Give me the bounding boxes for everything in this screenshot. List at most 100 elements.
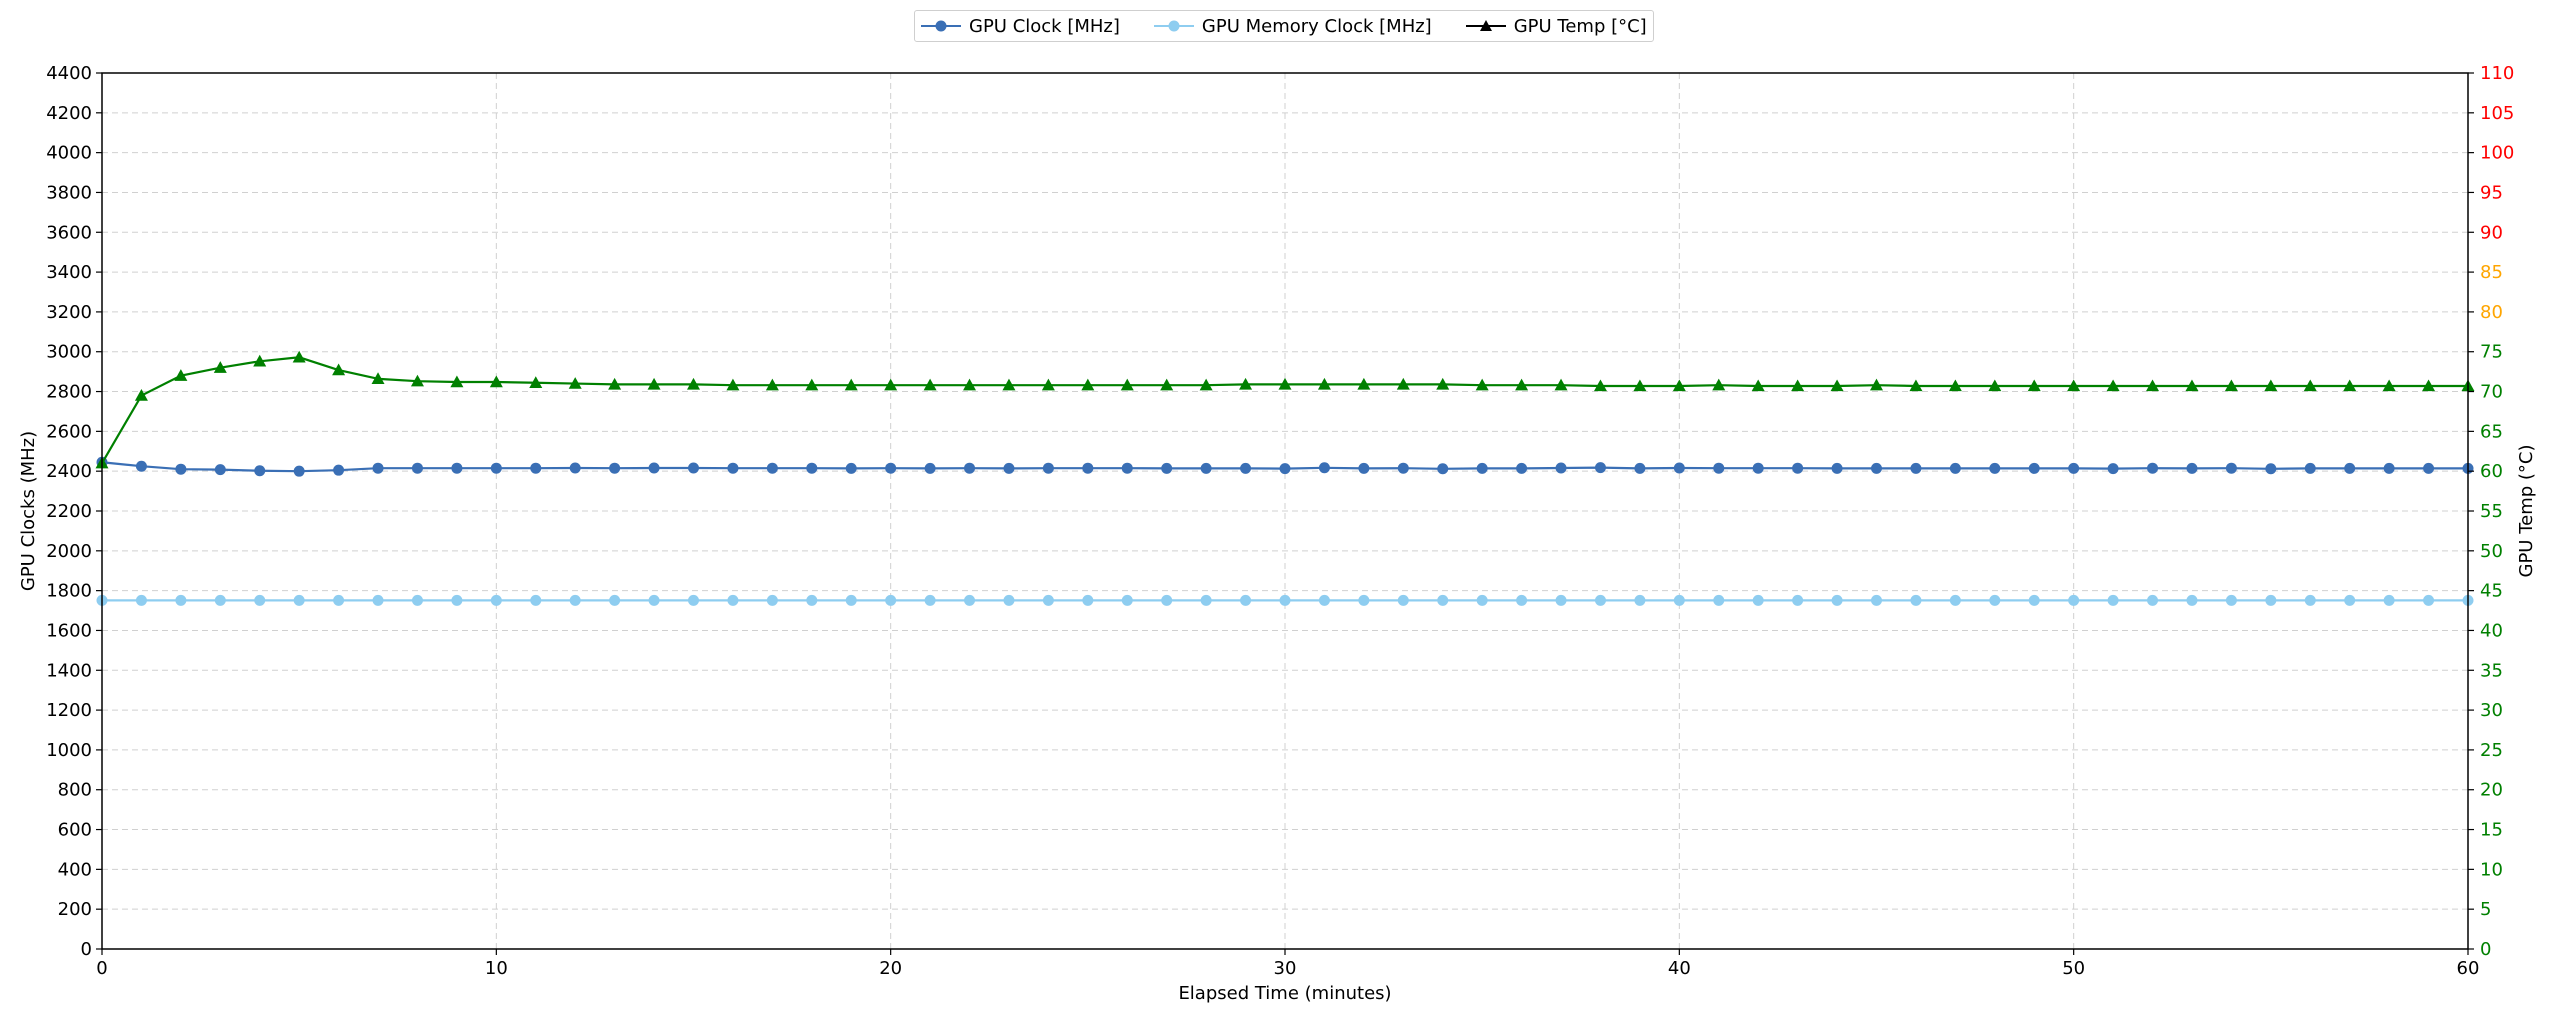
x-tick-label: 40 (1668, 958, 1691, 979)
data-point (1476, 594, 1488, 606)
data-point (1200, 594, 1212, 606)
x-tick-label: 50 (2062, 958, 2085, 979)
y-left-tick-label: 0 (81, 939, 92, 960)
data-point (1633, 379, 1647, 392)
data-point (213, 361, 227, 373)
data-point (1200, 462, 1212, 474)
data-point (1199, 378, 1213, 391)
data-point (1713, 462, 1725, 474)
data-point (1949, 462, 1961, 474)
data-point (1041, 378, 1055, 391)
data-point (1593, 379, 1607, 392)
data-point (2265, 594, 2277, 606)
y-left-tick-label: 1000 (46, 740, 92, 761)
data-point (1357, 377, 1371, 390)
data-point (2068, 462, 2080, 474)
y-right-tick-label: 100 (2480, 143, 2514, 164)
x-axis-label: Elapsed Time (minutes) (1178, 983, 1391, 1004)
data-point (134, 389, 148, 401)
data-point (727, 594, 739, 606)
data-point (1792, 462, 1804, 474)
data-point (1673, 594, 1685, 606)
x-tick-label: 20 (879, 958, 902, 979)
data-point (1318, 594, 1330, 606)
data-point (1240, 594, 1252, 606)
data-point (845, 462, 857, 474)
x-tick-label: 10 (485, 958, 508, 979)
y-right-tick-label: 50 (2480, 541, 2503, 562)
y-left-tick-label: 3400 (46, 262, 92, 283)
data-point (2383, 462, 2395, 474)
data-point (1792, 594, 1804, 606)
data-point (530, 462, 542, 474)
data-point (1752, 594, 1764, 606)
chart-legend: GPU Clock [MHz] GPU Memory Clock [MHz] G… (914, 10, 1654, 42)
data-point (1396, 377, 1410, 390)
axes: 0 10 20 30 40 50 60020040060080010001200140016… (46, 63, 2514, 979)
y-right-tick-label: 45 (2480, 581, 2503, 602)
data-point (1830, 379, 1844, 392)
y-right-tick-label: 10 (2480, 859, 2503, 880)
data-point (2067, 379, 2081, 392)
y-right-tick-label: 65 (2480, 421, 2503, 442)
data-point (332, 363, 346, 376)
data-point (451, 594, 463, 606)
data-point (2423, 462, 2435, 474)
data-point (1042, 594, 1054, 606)
data-point (1279, 463, 1291, 475)
data-point (1437, 463, 1449, 475)
data-point (2422, 379, 2436, 392)
x-tick-label: 0 (96, 958, 107, 979)
y-left-tick-label: 2200 (46, 501, 92, 522)
legend-swatch-gpu-memory-clock (1153, 20, 1194, 32)
y-left-tick-label: 2400 (46, 461, 92, 482)
data-point (489, 375, 503, 388)
data-point (175, 463, 187, 475)
data-point (2147, 594, 2159, 606)
y-right-tick-label: 80 (2480, 302, 2503, 323)
y-right-tick-label: 105 (2480, 103, 2514, 124)
data-point (1279, 594, 1291, 606)
data-point (1672, 379, 1686, 392)
data-point (1475, 378, 1489, 391)
y-right-tick-label: 0 (2480, 939, 2491, 960)
y-right-tick-label: 5 (2480, 899, 2491, 920)
y-left-tick-label: 200 (58, 899, 92, 920)
y-right-tick-label: 25 (2480, 740, 2503, 761)
y-axis-right-label: GPU Temp (°C) (2516, 444, 2537, 577)
y-left-tick-label: 600 (58, 820, 92, 841)
data-point (2304, 594, 2316, 606)
x-tick-label: 30 (1274, 958, 1297, 979)
data-point (765, 378, 779, 391)
data-point (1712, 378, 1726, 391)
y-left-tick-label: 2600 (46, 421, 92, 442)
data-point (2383, 594, 2395, 606)
data-point (1317, 377, 1331, 390)
data-point (806, 462, 818, 474)
legend-item-gpu-memory-clock: GPU Memory Clock [MHz] (1153, 16, 1432, 37)
y-right-tick-label: 75 (2480, 342, 2503, 363)
y-axis-left-label: GPU Clocks (MHz) (18, 431, 39, 591)
data-point (766, 462, 778, 474)
y-left-tick-label: 1600 (46, 620, 92, 641)
data-point (1003, 462, 1015, 474)
data-point (726, 378, 740, 391)
data-point (1120, 378, 1134, 391)
data-point (1516, 462, 1528, 474)
series-layer (95, 350, 2475, 606)
y-right-tick-label: 35 (2480, 660, 2503, 681)
data-point (727, 462, 739, 474)
data-point (254, 594, 266, 606)
data-point (253, 354, 267, 367)
data-point (1437, 594, 1449, 606)
data-point (1358, 594, 1370, 606)
data-point (530, 594, 542, 606)
data-point (1594, 462, 1606, 474)
data-point (844, 378, 858, 391)
y-right-tick-label: 40 (2480, 620, 2503, 641)
y-right-tick-label: 110 (2480, 63, 2514, 84)
data-point (1082, 594, 1094, 606)
legend-swatch-gpu-clock (921, 20, 961, 32)
data-point (2382, 379, 2396, 392)
